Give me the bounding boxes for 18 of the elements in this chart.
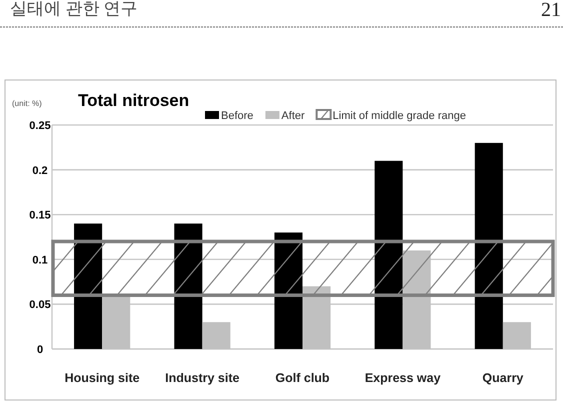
y-tick-label: 0.25 xyxy=(29,120,51,132)
x-tick-label: Housing site xyxy=(64,371,140,385)
y-tick-label: 0 xyxy=(36,344,44,356)
legend-label: After xyxy=(281,110,305,122)
legend-label: Before xyxy=(221,110,254,122)
y-tick-label: 0.1 xyxy=(32,254,48,266)
y-tick-label: 0.2 xyxy=(32,164,48,177)
text: 21 xyxy=(541,0,561,21)
y-tick-label: 0.15 xyxy=(29,210,51,222)
text: 실태에 관한 연구 xyxy=(10,0,138,18)
x-tick-label: Industry site xyxy=(165,371,240,385)
legend-label: Limit of middle grade range xyxy=(332,110,466,122)
x-tick-label: Quarry xyxy=(482,371,524,385)
y-tick-label: 0.05 xyxy=(29,299,51,312)
x-tick-label: Express way xyxy=(364,371,441,385)
y-axis-title: (unit: %) xyxy=(12,99,42,108)
x-tick-label: Golf club xyxy=(275,371,330,385)
chart-title: Total nitrosen xyxy=(78,91,190,110)
